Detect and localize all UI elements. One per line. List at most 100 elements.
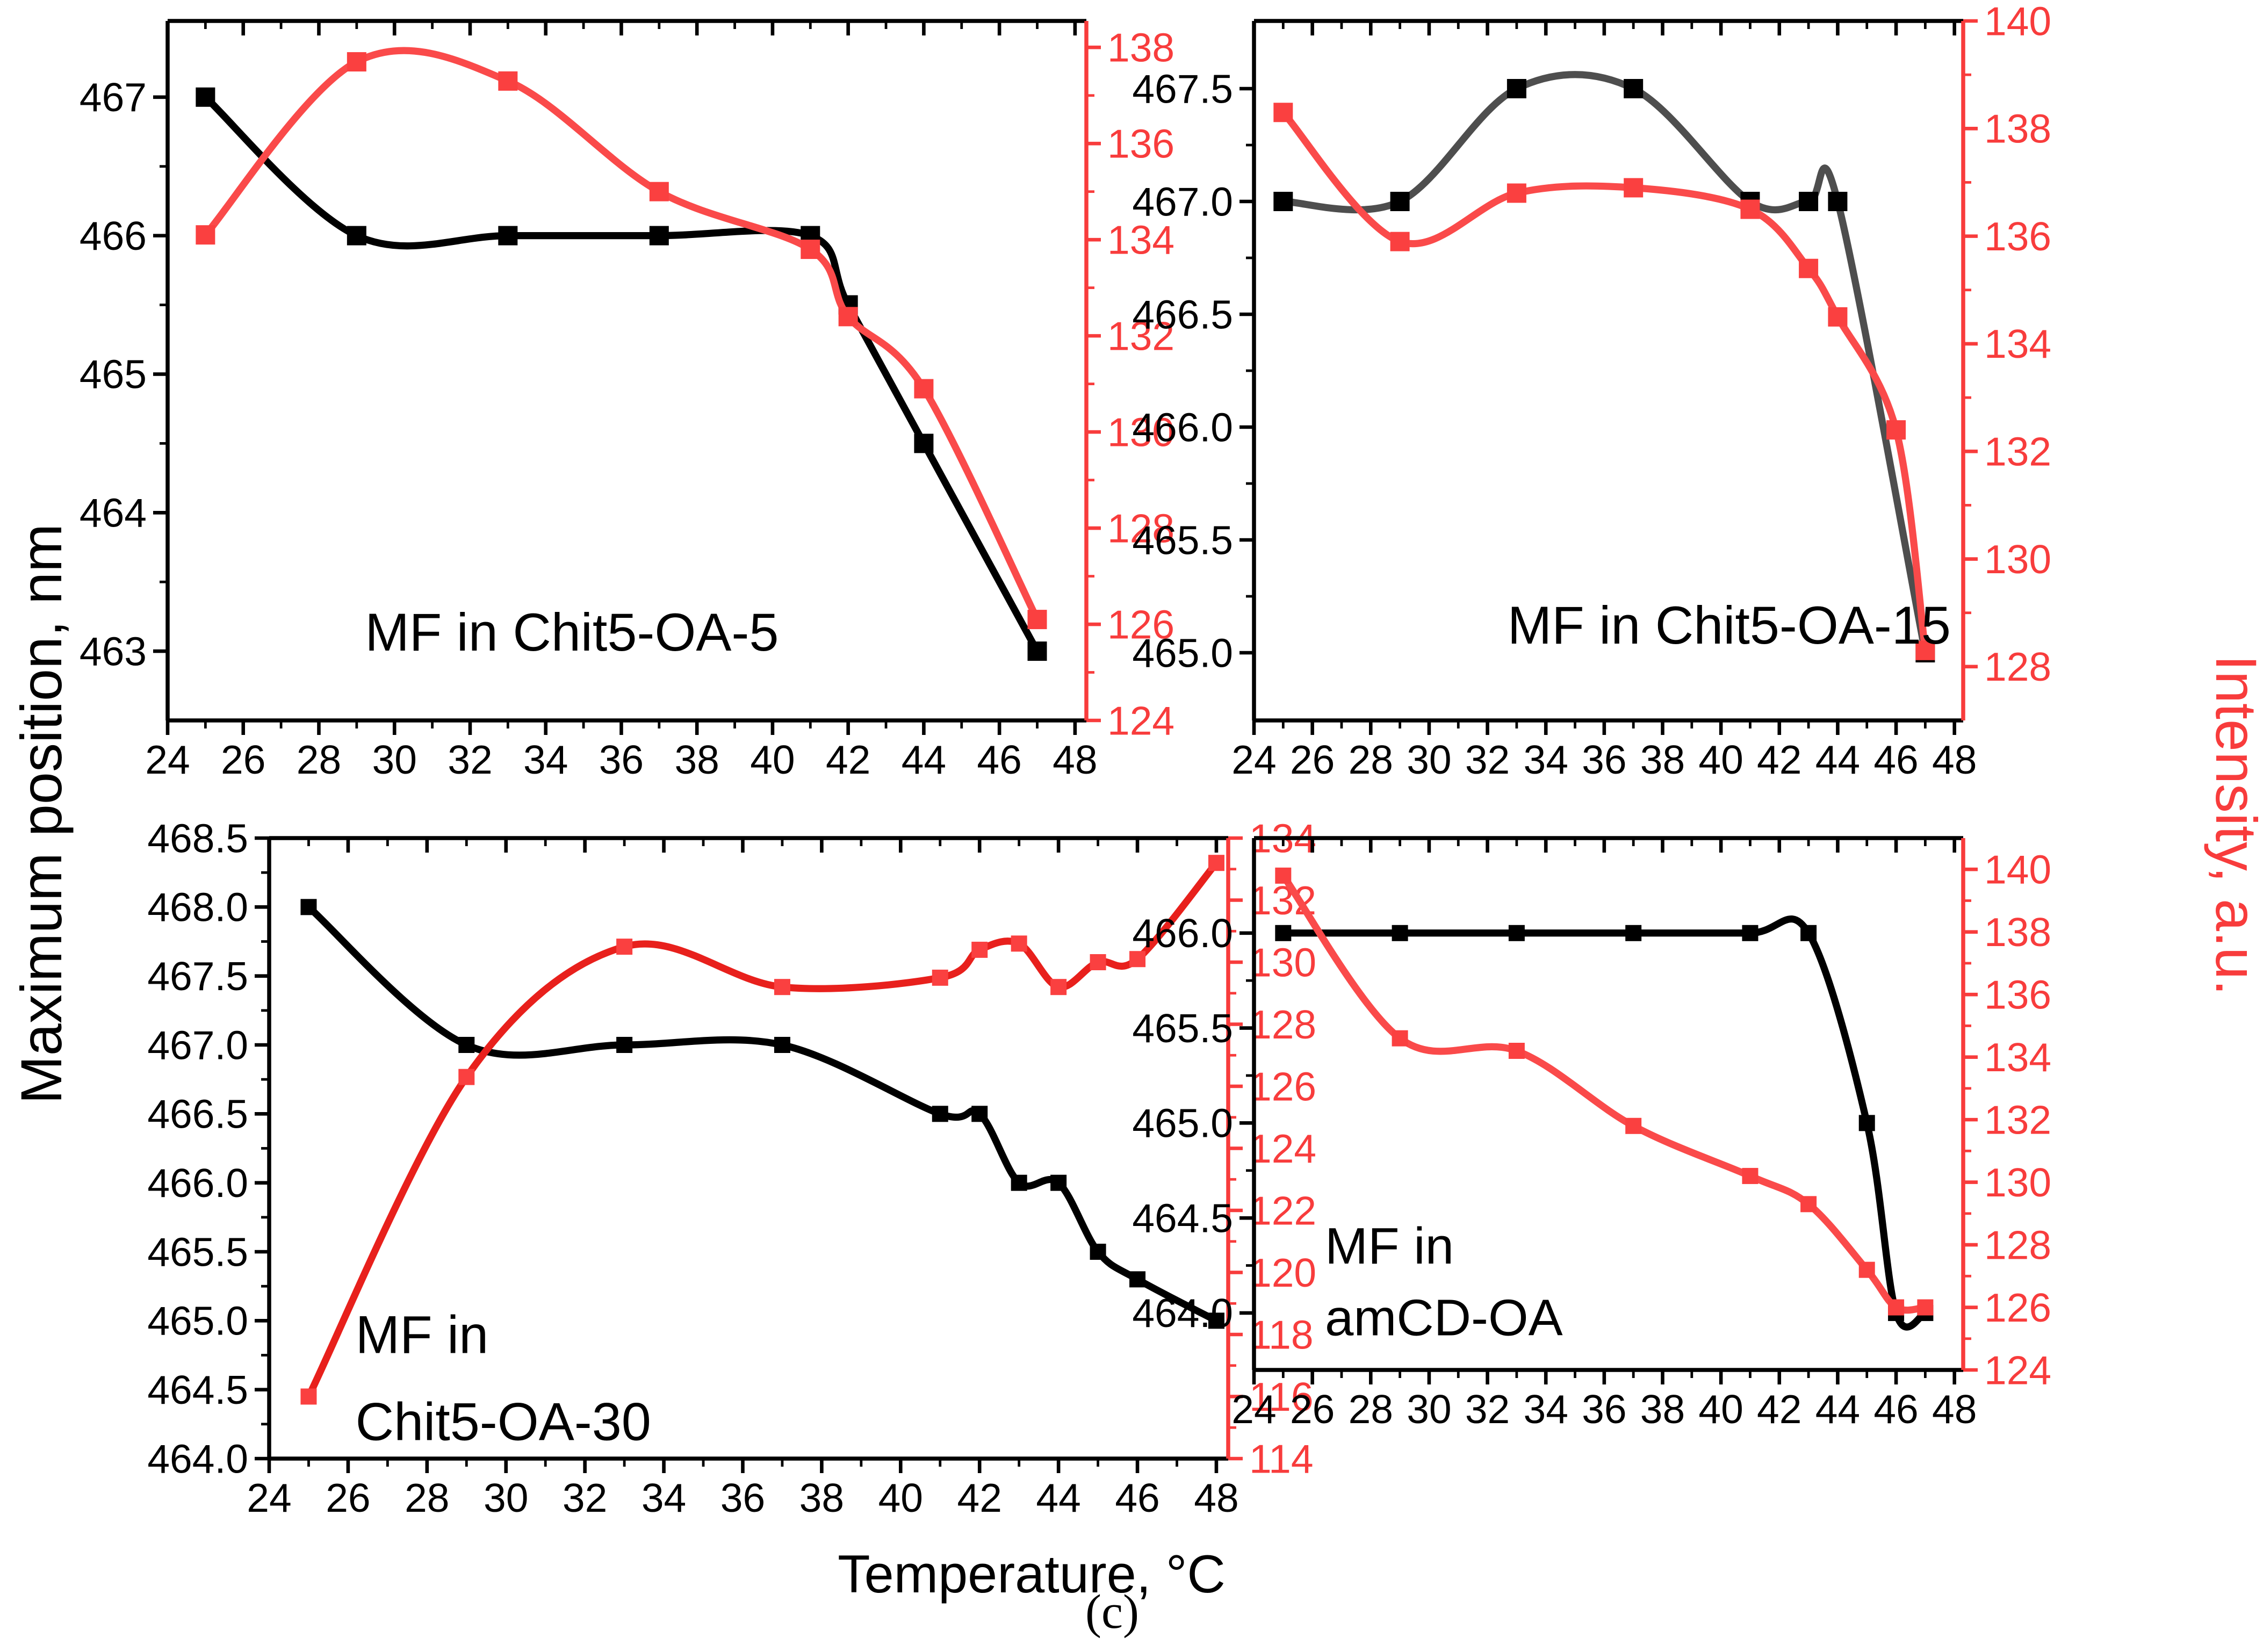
- chit5-oa-30-maximum-position-markers: [300, 899, 1224, 1329]
- x-tick-label: 48: [1194, 1475, 1238, 1520]
- yl-tick-label: 467: [80, 75, 147, 120]
- yr-tick-label: 120: [1249, 1250, 1316, 1295]
- yr-tick-label: 128: [1984, 644, 2051, 689]
- x-tick-label: 38: [1640, 737, 1685, 782]
- right-axis-title: Intensity, a.u.: [2203, 654, 2263, 996]
- yr-tick-label: 124: [1984, 1347, 2051, 1393]
- amcd-oa-intensity-point: [1858, 1261, 1875, 1278]
- amcd-oa-intensity-point: [1625, 1117, 1642, 1134]
- chit5-oa-30-intensity-point: [616, 939, 633, 955]
- x-tick-label: 42: [1757, 1387, 1801, 1432]
- figure-caption: (c): [1085, 1586, 1139, 1639]
- yr-tick-label: 134: [1984, 321, 2051, 366]
- amcd-oa-maximum-position-line: [1279, 915, 1929, 1331]
- chit5-oa-5-intensity-point: [1027, 610, 1047, 630]
- yl-tick-label: 465.5: [1132, 517, 1233, 562]
- yl-tick-label: 466.0: [1132, 911, 1233, 956]
- x-tick-label: 28: [297, 737, 341, 782]
- chit5-oa-5-maximum-position-markers: [196, 87, 1047, 661]
- yl-tick-label: 467.5: [147, 954, 248, 999]
- yr-tick-label: 130: [1107, 409, 1174, 455]
- chit5-oa-15-intensity-point: [1740, 199, 1760, 219]
- yl-tick-label: 465.5: [147, 1229, 248, 1274]
- x-tick-label: 26: [326, 1475, 370, 1520]
- chit5-oa-5-maximum-position-point: [1027, 641, 1047, 661]
- x-tick-label: 26: [221, 737, 265, 782]
- x-tick-label: 40: [878, 1475, 923, 1520]
- amcd-oa-intensity-point: [1800, 1196, 1817, 1213]
- x-axis-title: Temperature, °C: [838, 1544, 1226, 1604]
- yl-tick-label: 466.0: [1132, 405, 1233, 450]
- x-tick-label: 36: [1582, 1387, 1626, 1432]
- x-tick-label: 40: [1698, 1387, 1743, 1432]
- chit5-oa-30-intensity-point: [458, 1069, 475, 1085]
- yl-tick-label: 464.0: [1132, 1290, 1233, 1336]
- yl-tick-label: 465.0: [1132, 1101, 1233, 1146]
- amcd-oa-maximum-position-point: [1625, 925, 1642, 941]
- yr-tick-label: 136: [1107, 121, 1174, 166]
- x-tick-label: 36: [1582, 737, 1626, 782]
- chit5-oa-5-intensity-line: [201, 47, 1041, 623]
- x-tick-label: 48: [1932, 737, 1977, 782]
- yl-tick-label: 465.0: [1132, 630, 1233, 675]
- chit5-oa-30-maximum-position-point: [774, 1037, 790, 1053]
- chit5-oa-30-intensity-point: [971, 941, 988, 958]
- x-tick-label: 24: [1231, 737, 1276, 782]
- panel-chit5-oa-15: 24 26 28 30 32 34 36 38 40 42 44 46 48 465.0 465.5 466.…: [1132, 0, 2051, 782]
- yr-tick-label: 122: [1249, 1188, 1316, 1233]
- yr-tick-label: 136: [1984, 972, 2051, 1017]
- x-tick-label: 28: [1349, 1387, 1393, 1432]
- yl-tick-label: 466.0: [147, 1160, 248, 1206]
- yr-tick-label: 136: [1984, 214, 2051, 259]
- chit5-oa-30-intensity-point: [300, 1388, 317, 1405]
- amcd-oa-maximum-position-point: [1858, 1115, 1875, 1131]
- chit5-oa-30-intensity-markers: [300, 855, 1224, 1405]
- yr-tick-label: 138: [1984, 106, 2051, 152]
- yl-tick-label: 465.5: [1132, 1006, 1233, 1051]
- chit5-oa-15-maximum-position-line: [1279, 71, 1929, 657]
- x-tick-label: 44: [902, 737, 946, 782]
- chit5-oa-30-maximum-position-point: [616, 1037, 633, 1053]
- yr-tick-label: 126: [1249, 1064, 1316, 1109]
- x-tick-label: 48: [1932, 1387, 1977, 1432]
- chit5-oa-5-intensity-point: [914, 379, 934, 399]
- amcd-oa-maximum-position-point: [1392, 925, 1408, 941]
- chit5-oa-5-maximum-position-point: [649, 226, 669, 246]
- panel-chit5-oa-30: 24 26 28 30 32 34 36 38 40 42 44 46 48 464.0 464.5 465.…: [147, 816, 1316, 1520]
- chit5-oa-5-intensity-point: [801, 240, 820, 259]
- x-tick-label: 38: [799, 1475, 844, 1520]
- amcd-oa-intensity-point: [1917, 1299, 1934, 1316]
- yl-tick-label: 467.0: [1132, 179, 1233, 224]
- chit5-oa-15-maximum-position-point: [1390, 192, 1410, 211]
- chit5-oa-15-maximum-position-point: [1799, 192, 1819, 211]
- x-tick-label: 48: [1053, 737, 1097, 782]
- x-tick-label: 46: [977, 737, 1021, 782]
- x-tick-label: 42: [1757, 737, 1801, 782]
- chit5-oa-30-maximum-position-point: [458, 1037, 475, 1053]
- yl-tick-label: 467.0: [147, 1022, 248, 1067]
- yl-tick-label: 466.5: [147, 1092, 248, 1137]
- amcd-oa-intensity-markers: [1275, 867, 1934, 1316]
- amcd-oa-intensity-point: [1508, 1043, 1525, 1059]
- x-tick-label: 32: [1465, 1387, 1510, 1432]
- x-tick-label: 44: [1815, 1387, 1860, 1432]
- x-tick-label: 44: [1036, 1475, 1080, 1520]
- yl-tick-label: 466: [80, 213, 147, 258]
- yr-tick-label: 126: [1107, 602, 1174, 647]
- panel-annotation: amCD-OA: [1325, 1289, 1563, 1347]
- chit5-oa-15-intensity-point: [1273, 103, 1293, 122]
- yr-tick-label: 124: [1107, 698, 1174, 743]
- chit5-oa-5-intensity-point: [838, 307, 858, 327]
- x-tick-label: 26: [1290, 737, 1335, 782]
- chit5-oa-5-intensity-point: [649, 182, 669, 201]
- chit5-oa-30-maximum-position-point: [1208, 1312, 1224, 1329]
- chit5-oa-30-intensity-point: [1090, 954, 1106, 970]
- chit5-oa-30-intensity-point: [774, 979, 790, 995]
- yr-tick-label: 140: [1984, 847, 2051, 892]
- chit5-oa-15-intensity-markers: [1273, 103, 1935, 660]
- yl-tick-label: 465.0: [147, 1298, 248, 1344]
- chit5-oa-30-maximum-position-point: [300, 899, 317, 915]
- x-tick-label: 42: [957, 1475, 1002, 1520]
- yl-tick-label: 468.5: [147, 816, 248, 861]
